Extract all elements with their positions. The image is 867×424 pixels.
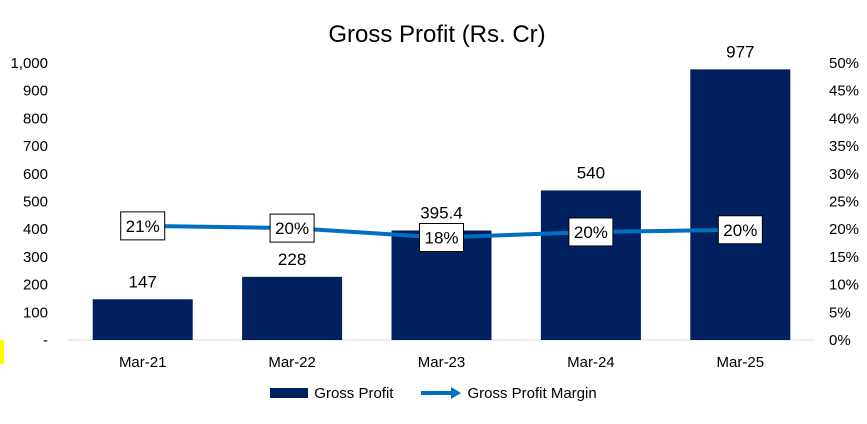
bar-data-label: 147 bbox=[129, 272, 157, 291]
y-right-tick-label: 25% bbox=[829, 194, 859, 211]
bar-data-label: 395.4 bbox=[420, 203, 463, 222]
legend-swatch-bar bbox=[270, 388, 309, 398]
line-data-labels: 21% 20% 18% 20% 20% bbox=[120, 211, 763, 253]
y-right-tick-label: 5% bbox=[829, 304, 851, 321]
y-right-tick-label: 50% bbox=[829, 55, 859, 72]
y-right-tick-label: 0% bbox=[829, 332, 851, 349]
y-right-tick-label: 20% bbox=[829, 221, 859, 238]
x-tick-label: Mar-23 bbox=[418, 354, 466, 371]
legend-label-gross-profit: Gross Profit bbox=[314, 384, 394, 402]
line-label-box bbox=[568, 217, 614, 247]
legend-swatch-line bbox=[421, 387, 462, 399]
bar bbox=[540, 190, 641, 340]
bar-data-labels: 147 228 395.4 540 977 bbox=[129, 42, 755, 291]
line-label-box bbox=[717, 215, 763, 245]
line-label-box bbox=[419, 223, 464, 253]
y-left-tick-label: 700 bbox=[23, 138, 48, 155]
y-left-tick-label: 400 bbox=[23, 221, 48, 238]
x-tick-label: Mar-25 bbox=[717, 354, 765, 371]
line-label-text: 20% bbox=[574, 223, 608, 242]
y-left-tick-label: 300 bbox=[23, 249, 48, 266]
y-right-tick-label: 40% bbox=[829, 110, 859, 127]
y-left-tick-label: 900 bbox=[23, 83, 48, 100]
bar bbox=[690, 69, 791, 340]
y-left-tick-label: 600 bbox=[23, 166, 48, 183]
line-label-text: 18% bbox=[424, 229, 458, 248]
line-data-label: 20% bbox=[717, 215, 763, 245]
y-left-tick-label: 500 bbox=[23, 194, 48, 211]
line-data-label: 18% bbox=[419, 223, 464, 253]
bar-data-label: 540 bbox=[577, 163, 605, 182]
y-left-tick-label: 100 bbox=[23, 304, 48, 321]
y-left-tick-label: 200 bbox=[23, 277, 48, 294]
right-axis: 0% 5% 10% 15% 20% 25% 30% 35% 40% 45% 50% bbox=[829, 55, 859, 349]
line-label-text: 20% bbox=[275, 219, 309, 238]
legend: Gross Profit Gross Profit Margin bbox=[0, 378, 867, 408]
gross-profit-chart: Gross Profit (Rs. Cr) - 100 200 300 400 500 60… bbox=[10, 21, 859, 371]
x-tick-label: Mar-24 bbox=[567, 354, 615, 371]
bar bbox=[92, 299, 193, 340]
left-axis: - 100 200 300 400 500 600 700 800 900 1,000 bbox=[10, 55, 48, 349]
chart-title: Gross Profit (Rs. Cr) bbox=[328, 21, 545, 48]
highlight-marker bbox=[0, 340, 4, 364]
line-data-label: 21% bbox=[120, 211, 166, 241]
line-data-label: 20% bbox=[269, 213, 315, 243]
y-left-tick-label: - bbox=[43, 332, 48, 349]
line-data-label: 20% bbox=[568, 217, 614, 247]
line-label-text: 20% bbox=[723, 221, 757, 240]
x-axis: Mar-21 Mar-22 Mar-23 Mar-24 Mar-25 bbox=[68, 339, 815, 371]
x-tick-label: Mar-22 bbox=[268, 354, 316, 371]
bar-data-label: 977 bbox=[726, 42, 754, 61]
y-left-tick-label: 1,000 bbox=[10, 55, 48, 72]
bar bbox=[242, 276, 343, 340]
y-right-tick-label: 10% bbox=[829, 277, 859, 294]
legend-label-gross-profit-margin: Gross Profit Margin bbox=[467, 384, 597, 402]
y-left-tick-label: 800 bbox=[23, 110, 48, 127]
y-right-tick-label: 35% bbox=[829, 138, 859, 155]
line-label-box bbox=[120, 211, 166, 241]
x-tick-label: Mar-21 bbox=[119, 354, 167, 371]
legend-item-gross-profit: Gross Profit bbox=[270, 385, 393, 402]
bar-data-label: 228 bbox=[278, 250, 306, 269]
y-right-tick-label: 15% bbox=[829, 249, 859, 266]
legend-item-gross-profit-margin: Gross Profit Margin bbox=[421, 384, 597, 402]
line-label-text: 21% bbox=[126, 217, 160, 236]
y-right-tick-label: 45% bbox=[829, 83, 859, 100]
line-label-box bbox=[269, 213, 315, 243]
y-right-tick-label: 30% bbox=[829, 166, 859, 183]
bar-series bbox=[92, 69, 791, 340]
